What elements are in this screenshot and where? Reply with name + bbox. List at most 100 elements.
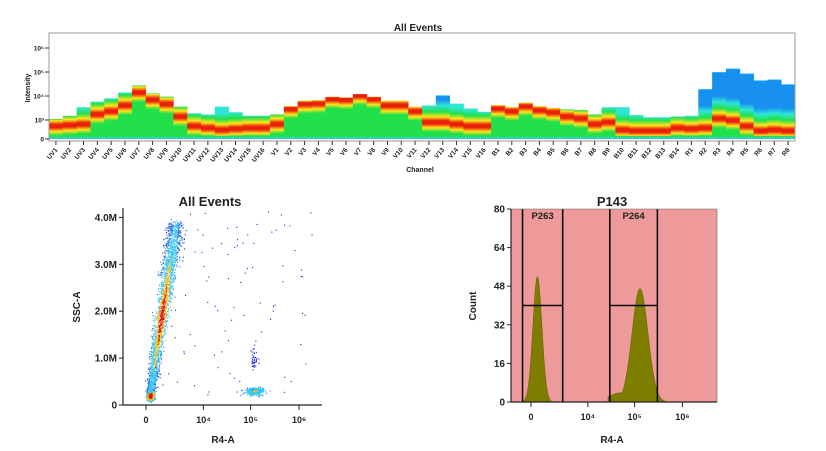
scatter-point [227, 227, 229, 229]
scatter-point [170, 292, 172, 294]
scatter-point [152, 382, 154, 384]
scatter-point [169, 253, 171, 255]
scatter-point [248, 391, 250, 393]
scatter-point [154, 362, 156, 364]
y-tick-label: 64 [494, 243, 506, 254]
scatter-point [158, 306, 160, 308]
scatter-point [160, 335, 162, 337]
scatter-point [151, 360, 153, 362]
scatter-point [156, 345, 158, 347]
scatter-point [156, 379, 158, 381]
scatter-point [161, 324, 163, 326]
scatter-point [176, 222, 178, 224]
scatter-point [153, 367, 155, 369]
heatmap-column-r4 [725, 68, 741, 139]
scatter-point [252, 393, 254, 395]
scatter-point [167, 261, 169, 263]
scatter-point [155, 388, 157, 390]
scatter-point [168, 241, 170, 243]
scatter-point [160, 261, 162, 263]
scatter-point [153, 344, 155, 346]
scatter-point [158, 327, 160, 329]
scatter-point [171, 232, 173, 234]
scatter-point [163, 269, 165, 271]
scatter-point [146, 386, 148, 388]
scatter-point [152, 344, 154, 346]
heatmap-column-b11 [629, 115, 644, 139]
scatter-point [263, 390, 265, 392]
scatter-point [171, 226, 173, 228]
scatter-point [148, 394, 150, 396]
scatter-point [159, 341, 161, 343]
scatter-point [155, 366, 157, 368]
scatter-point [163, 239, 165, 241]
scatter-point [254, 391, 256, 393]
scatter-point [256, 394, 258, 396]
scatter-point [149, 373, 151, 375]
scatter-point [175, 230, 177, 232]
scatter-point [182, 242, 184, 244]
scatter-point [168, 227, 170, 229]
scatter-point [159, 314, 161, 316]
scatter-point [179, 266, 181, 268]
scatter-point [162, 302, 164, 304]
scatter-point [163, 346, 165, 348]
scatter-point [160, 297, 162, 299]
scatter-point [171, 279, 173, 281]
scatter-point [159, 335, 161, 337]
scatter-point [170, 275, 172, 277]
scatter-point [163, 286, 165, 288]
scatter-point [172, 234, 174, 236]
scatter-point [227, 254, 229, 256]
scatter-point [147, 397, 149, 399]
scatter-point [160, 309, 162, 311]
channel-label: B6 [560, 146, 571, 157]
scatter-point [152, 371, 154, 373]
gate-p264[interactable]: P264 [609, 209, 659, 402]
scatter-point [162, 343, 164, 345]
scatter-point [172, 272, 174, 274]
scatter-point [151, 311, 153, 313]
scatter-point [158, 346, 160, 348]
scatter-point [181, 227, 183, 229]
scatter-point [164, 304, 166, 306]
scatter-point [151, 329, 153, 331]
scatter-point [174, 260, 176, 262]
scatter-point [240, 394, 242, 396]
scatter-point [252, 389, 254, 391]
y-tick-label: 16 [494, 359, 506, 370]
scatter-point [147, 395, 149, 397]
gate-p263[interactable]: P263 [521, 209, 564, 402]
histogram-peak [519, 276, 556, 403]
scatter-point [259, 302, 261, 304]
scatter-point [151, 400, 153, 402]
scatter-point [166, 263, 168, 265]
scatter-point [166, 267, 168, 269]
scatter-point [166, 259, 168, 261]
scatter-point [172, 247, 174, 249]
scatter-point [166, 296, 168, 298]
scatter-point [173, 250, 175, 252]
scatter-point [165, 273, 167, 275]
scatter-point [259, 387, 261, 389]
scatter-point [171, 293, 173, 295]
scatter-point [151, 397, 153, 399]
scatter-point [149, 371, 151, 373]
scatter-point [163, 304, 165, 306]
scatter-point [157, 376, 159, 378]
scatter-point [148, 370, 150, 372]
scatter-point [167, 273, 169, 275]
y-tick-label: 4.0M [95, 213, 117, 224]
scatter-point [168, 240, 170, 242]
scatter-point [169, 263, 171, 265]
heatmap-column-v7 [352, 94, 368, 139]
scatter-point [147, 379, 149, 381]
scatter-point [156, 347, 158, 349]
scatter-point [167, 288, 169, 290]
scatter-point [157, 342, 159, 344]
scatter-point [170, 291, 172, 293]
scatter-point [176, 240, 178, 242]
scatter-point [168, 226, 170, 228]
y-tick-label: 10⁴ [34, 94, 44, 101]
scatter-point [159, 351, 161, 353]
